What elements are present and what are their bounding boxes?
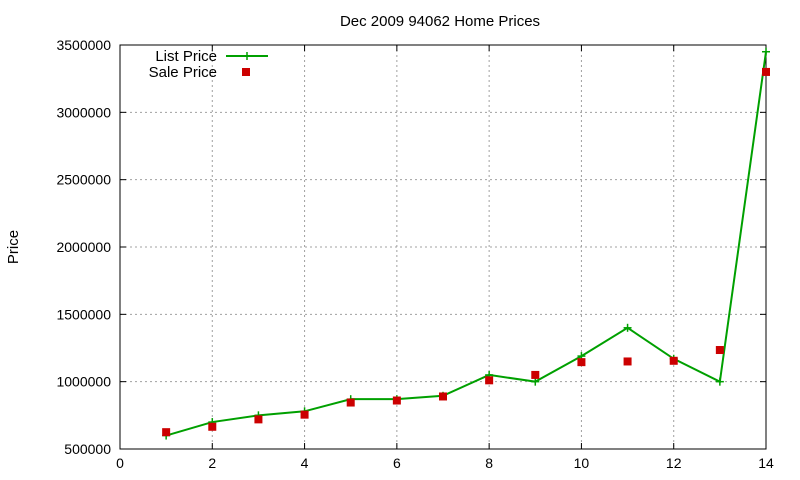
list-price-line — [165, 51, 767, 437]
y-axis-label: Price — [5, 230, 22, 264]
sale-price-point — [346, 398, 355, 407]
x-tick-label: 4 — [301, 455, 309, 471]
sale-price-point — [300, 410, 309, 419]
y-tick-label: 2500000 — [56, 172, 111, 188]
sale-price-point — [669, 356, 678, 365]
list-price-point — [623, 323, 632, 332]
y-tick-label: 1000000 — [56, 374, 111, 390]
y-tick-label: 1500000 — [56, 306, 111, 322]
list-price-point — [715, 377, 724, 386]
x-tick-label: 12 — [666, 455, 682, 471]
y-tick-label: 500000 — [64, 441, 111, 457]
sale-price-point — [715, 346, 724, 355]
sale-price-point — [162, 428, 171, 437]
sale-price-point — [439, 392, 447, 401]
series-layer — [162, 47, 770, 440]
legend-label-list-price: List Price — [155, 48, 217, 65]
axis-ticks: 0 2 4 6 8 10 12 14 500000 1000000 1500000 2000000 25… — [56, 37, 774, 471]
sale-price-point — [762, 67, 770, 76]
x-tick-label: 2 — [208, 455, 216, 471]
sale-price-point — [392, 396, 401, 405]
grid-lines — [120, 45, 766, 449]
x-tick-label: 10 — [574, 455, 590, 471]
sale-price-point — [577, 358, 586, 367]
legend-swatch-sale-price — [242, 68, 250, 76]
y-tick-label: 2000000 — [56, 239, 111, 255]
y-tick-label: 3500000 — [56, 37, 111, 53]
sale-price-point — [623, 357, 632, 366]
y-tick-label: 3000000 — [56, 104, 111, 120]
plot-frame — [119, 44, 767, 450]
sale-price-point — [254, 415, 263, 424]
sale-price-point — [208, 422, 217, 431]
legend-label-sale-price: Sale Price — [149, 64, 217, 81]
sale-price-point — [485, 376, 494, 385]
x-tick-label: 6 — [393, 455, 401, 471]
x-tick-label: 0 — [116, 455, 124, 471]
chart-title: Dec 2009 94062 Home Prices — [340, 13, 540, 30]
list-price-point — [762, 47, 770, 56]
x-tick-label: 8 — [485, 455, 493, 471]
sale-price-point — [531, 370, 540, 379]
list-price-point — [531, 377, 540, 386]
x-tick-label: 14 — [758, 455, 774, 471]
